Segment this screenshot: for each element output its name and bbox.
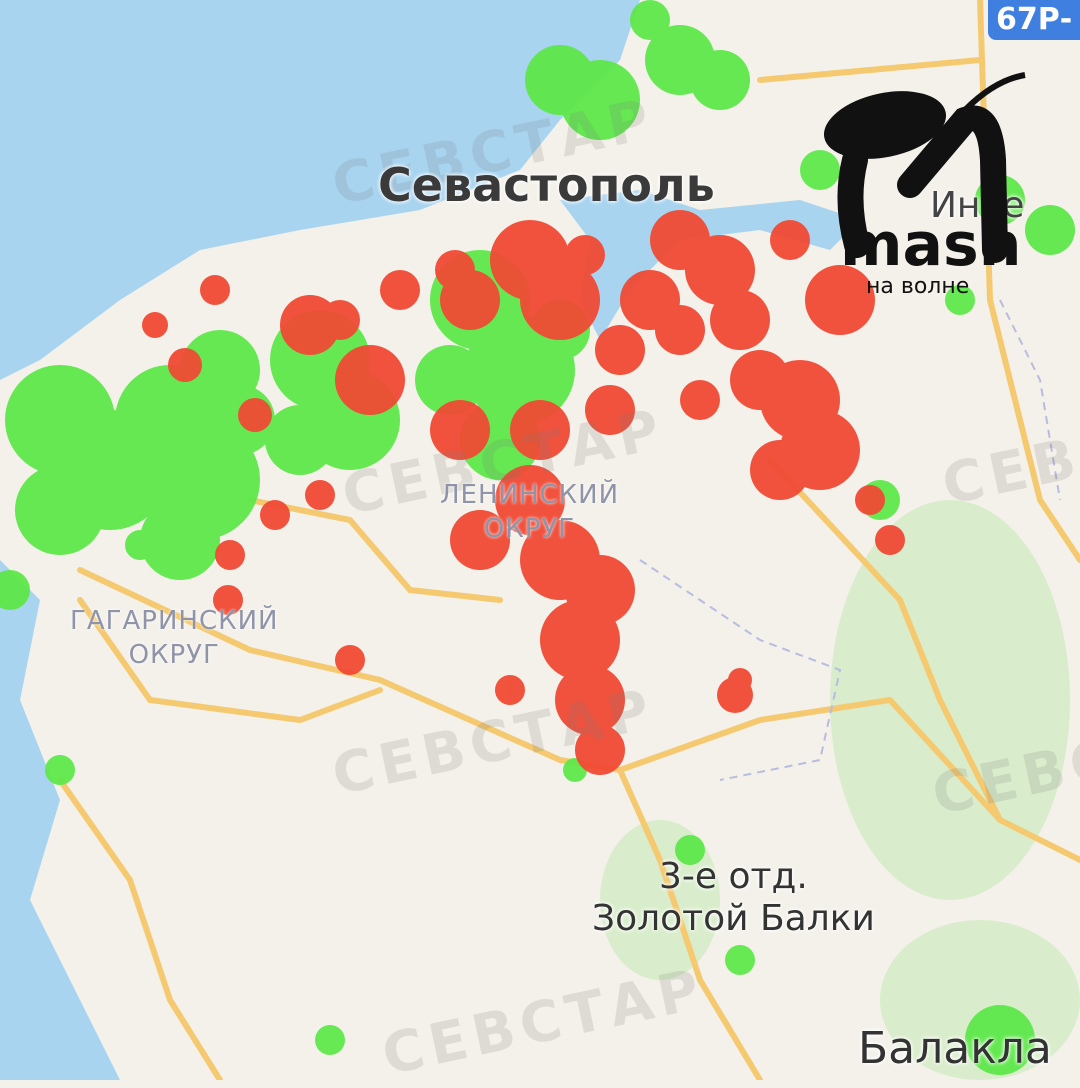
red-zone	[213, 585, 243, 615]
green-zone	[415, 345, 485, 415]
green-zone	[725, 945, 755, 975]
red-zone	[680, 380, 720, 420]
red-zone	[685, 235, 755, 305]
red-zone	[575, 725, 625, 775]
red-zone	[565, 235, 605, 275]
red-zone	[440, 270, 500, 330]
red-zone	[200, 275, 230, 305]
red-zone	[335, 345, 405, 415]
city-label: Севастополь	[378, 158, 715, 212]
svg-text:mash: mash	[840, 210, 1021, 280]
red-zone	[770, 220, 810, 260]
red-zone	[238, 398, 272, 432]
green-zone	[630, 0, 670, 40]
red-zone	[450, 510, 510, 570]
green-zone	[0, 570, 30, 610]
green-zone	[45, 755, 75, 785]
red-zones	[142, 210, 905, 775]
red-zone	[495, 465, 565, 535]
logo-subtitle: на волне	[866, 274, 970, 299]
red-zone	[540, 600, 620, 680]
red-zone	[260, 500, 290, 530]
red-zone	[555, 665, 625, 735]
green-zone	[15, 465, 105, 555]
green-zone	[690, 50, 750, 110]
place-label-balaklava: Балакла	[858, 1023, 1052, 1074]
red-zone	[215, 540, 245, 570]
green-zone	[265, 405, 335, 475]
red-zone	[142, 312, 168, 338]
green-zone	[525, 45, 595, 115]
green-zone	[945, 285, 975, 315]
red-zone	[595, 325, 645, 375]
red-zone	[805, 265, 875, 335]
district-label-gagarinsky: ГАГАРИНСКИЙ ОКРУГ	[70, 606, 279, 670]
green-zone	[675, 835, 705, 865]
red-zone	[335, 645, 365, 675]
road-sign: 67Р-	[988, 0, 1080, 40]
red-zone	[168, 348, 202, 382]
red-zone	[430, 400, 490, 460]
place-label-zolotaya-balka: 3-е отд. Золотой Балки	[592, 856, 875, 939]
red-zone	[495, 675, 525, 705]
red-zone	[655, 305, 705, 355]
green-zone	[965, 1005, 1035, 1075]
red-zone	[320, 300, 360, 340]
red-zone	[875, 525, 905, 555]
red-zone	[380, 270, 420, 310]
red-zone	[728, 668, 752, 692]
sea	[0, 0, 640, 380]
green-zone	[800, 150, 840, 190]
mash-logo: mash	[823, 72, 1026, 280]
partial-label-east: Инке	[930, 185, 1025, 226]
red-zone	[750, 440, 810, 500]
west-sea	[0, 560, 120, 1080]
red-zone	[585, 385, 635, 435]
red-zone	[710, 290, 770, 350]
red-zone	[520, 260, 600, 340]
green-zone	[125, 530, 155, 560]
red-zone	[510, 400, 570, 460]
green-zone	[140, 500, 220, 580]
district-label-leninsky: ЛЕНИНСКИЙ ОКРУГ	[440, 480, 620, 544]
green-zone	[1025, 205, 1075, 255]
red-zone	[855, 485, 885, 515]
green-zone	[315, 1025, 345, 1055]
red-zone	[305, 480, 335, 510]
